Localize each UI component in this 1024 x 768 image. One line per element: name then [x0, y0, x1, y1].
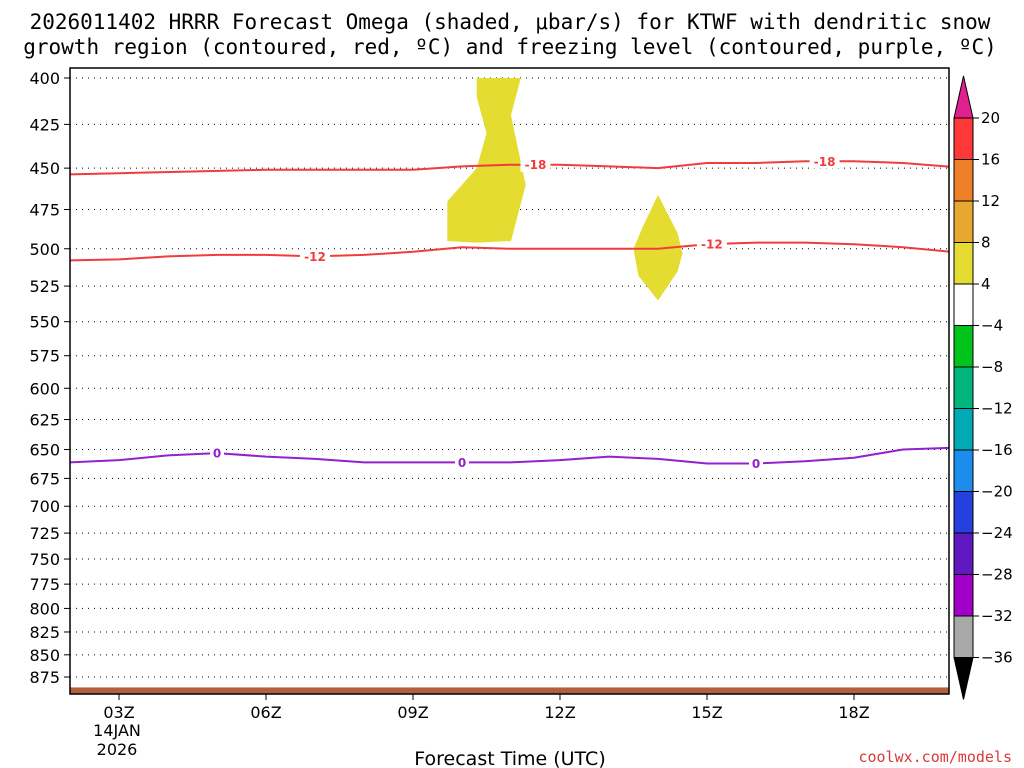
x-tick-label-18Z: 18Z — [838, 703, 869, 722]
y-tick-label-600: 600 — [29, 379, 60, 398]
contour-label-minus18-1: -18 — [525, 158, 547, 172]
y-tick-label-525: 525 — [29, 277, 60, 296]
date-label-day: 14JAN — [93, 721, 141, 740]
colorbar-bin-6 — [953, 325, 974, 368]
isotherm-line-0 — [70, 446, 949, 465]
chart-title-line-2: growth region (contoured, red, ºC) and f… — [23, 35, 997, 59]
y-tick-label-725: 725 — [29, 524, 60, 543]
colorbar-label-13: −32 — [981, 607, 1013, 625]
x-axis-label: Forecast Time (UTC) — [414, 748, 605, 768]
credit-text: coolwx.com/models — [858, 748, 1012, 766]
pressure-axis: 400 425 450 475 500 525 550 575 600 625 650 675 700 7… — [29, 69, 70, 687]
colorbar-label-4: 8 — [981, 234, 991, 252]
colorbar-bin-11 — [953, 532, 974, 575]
y-tick-label-550: 550 — [29, 313, 60, 332]
x-tick-label-09Z: 09Z — [397, 703, 428, 722]
contour-label-bg — [455, 455, 469, 470]
colorbar-bin-9 — [953, 449, 974, 492]
y-tick-label-775: 775 — [29, 575, 60, 594]
colorbar-label-2: 16 — [981, 151, 1000, 169]
y-tick-label-650: 650 — [29, 441, 60, 460]
chart-title-line-1: 2026011402 HRRR Forecast Omega (shaded, … — [30, 10, 991, 34]
y-tick-label-825: 825 — [29, 623, 60, 642]
colorbar-label-5: 4 — [981, 275, 991, 293]
colorbar-bin-2 — [953, 159, 974, 202]
colorbar-label-9: −16 — [981, 441, 1013, 459]
x-tick-label-12Z: 12Z — [544, 703, 575, 722]
date-label-year: 2026 — [97, 740, 138, 759]
colorbar-label-12: −28 — [981, 566, 1013, 584]
omega-region-1 — [447, 78, 526, 243]
plot-frame — [69, 67, 950, 695]
contour-label-minus12-1: -12 — [304, 250, 326, 264]
isotherm-line-minus12 — [70, 241, 949, 262]
y-tick-label-575: 575 — [29, 347, 60, 366]
y-tick-label-750: 750 — [29, 550, 60, 569]
y-tick-label-425: 425 — [29, 115, 60, 134]
colorbar-bin-1 — [953, 117, 974, 160]
contour-label-0-1: 0 — [213, 447, 221, 461]
y-tick-label-700: 700 — [29, 497, 60, 516]
colorbar-label-14: −36 — [981, 649, 1013, 667]
colorbar-bin-7 — [953, 366, 974, 409]
y-tick-label-450: 450 — [29, 159, 60, 178]
colorbar-label-11: −24 — [981, 524, 1013, 542]
contour-label-bg — [696, 236, 727, 251]
y-tick-label-850: 850 — [29, 646, 60, 665]
colorbar-top-arrow — [953, 75, 974, 119]
contour-label-minus18-2: -18 — [814, 155, 836, 169]
x-tick-label-06Z: 06Z — [250, 703, 281, 722]
colorbar-bin-5 — [953, 283, 974, 326]
colorbar-bin-12 — [953, 574, 974, 617]
contour-label-bg — [520, 157, 551, 172]
y-tick-label-800: 800 — [29, 599, 60, 618]
contour-label-bg — [809, 154, 840, 169]
colorbar-label-7: −8 — [981, 358, 1003, 376]
colorbar: 20 16 12 8 4 −4 −8 −12 −16 −20 −24 −28 −32 −36 — [953, 75, 1013, 700]
colorbar-bin-8 — [953, 408, 974, 451]
colorbar-bottom-arrow — [953, 657, 974, 700]
contour-label-0-3: 0 — [752, 457, 760, 471]
colorbar-label-6: −4 — [981, 317, 1003, 335]
contour-label-0-2: 0 — [458, 456, 466, 470]
terrain-surface — [70, 687, 949, 694]
grid-lines — [70, 77, 949, 678]
contour-label-minus12-2: -12 — [701, 237, 723, 251]
omega-region-2 — [633, 194, 683, 301]
colorbar-bin-3 — [953, 200, 974, 243]
y-tick-label-625: 625 — [29, 411, 60, 430]
time-axis: 03Z 06Z 09Z 12Z 15Z 18Z — [103, 694, 870, 722]
isotherm-contours: -18 -18 -12 -12 0 0 0 — [70, 154, 949, 471]
colorbar-label-1: 20 — [981, 109, 1000, 127]
y-tick-label-875: 875 — [29, 668, 60, 687]
x-tick-label-15Z: 15Z — [691, 703, 722, 722]
x-tick-label-03Z: 03Z — [103, 703, 134, 722]
terrain-band — [70, 687, 949, 694]
colorbar-bin-10 — [953, 491, 974, 534]
contour-label-bg — [300, 249, 330, 264]
colorbar-bin-4 — [953, 242, 974, 285]
colorbar-label-10: −20 — [981, 483, 1013, 501]
colorbar-bin-13 — [953, 615, 974, 658]
contour-label-bg — [210, 446, 224, 461]
colorbar-label-8: −12 — [981, 400, 1013, 418]
y-tick-label-400: 400 — [29, 69, 60, 88]
omega-shading — [447, 78, 683, 301]
y-tick-label-675: 675 — [29, 469, 60, 488]
contour-label-bg — [749, 456, 763, 471]
y-tick-label-500: 500 — [29, 240, 60, 259]
y-tick-label-475: 475 — [29, 201, 60, 220]
colorbar-label-3: 12 — [981, 192, 1000, 210]
